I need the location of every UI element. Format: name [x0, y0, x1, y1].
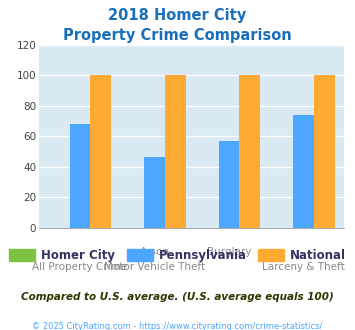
Text: Compared to U.S. average. (U.S. average equals 100): Compared to U.S. average. (U.S. average … [21, 292, 334, 302]
Bar [219, 141, 239, 228]
Text: Arson: Arson [140, 247, 169, 257]
Text: Larceny & Theft: Larceny & Theft [262, 262, 345, 273]
Legend: Homer City, Pennsylvania, National: Homer City, Pennsylvania, National [4, 244, 351, 266]
Bar [293, 115, 314, 228]
Text: All Property Crime: All Property Crime [32, 262, 127, 273]
Bar [91, 75, 111, 228]
Text: Property Crime Comparison: Property Crime Comparison [63, 28, 292, 43]
Text: 2018 Homer City: 2018 Homer City [108, 8, 247, 23]
Text: Motor Vehicle Theft: Motor Vehicle Theft [104, 262, 205, 273]
Text: © 2025 CityRating.com - https://www.cityrating.com/crime-statistics/: © 2025 CityRating.com - https://www.city… [32, 322, 323, 330]
Bar [314, 75, 335, 228]
Bar [144, 157, 165, 228]
Bar [165, 75, 186, 228]
Bar [70, 124, 91, 228]
Text: Burglary: Burglary [207, 247, 251, 257]
Bar [239, 75, 260, 228]
